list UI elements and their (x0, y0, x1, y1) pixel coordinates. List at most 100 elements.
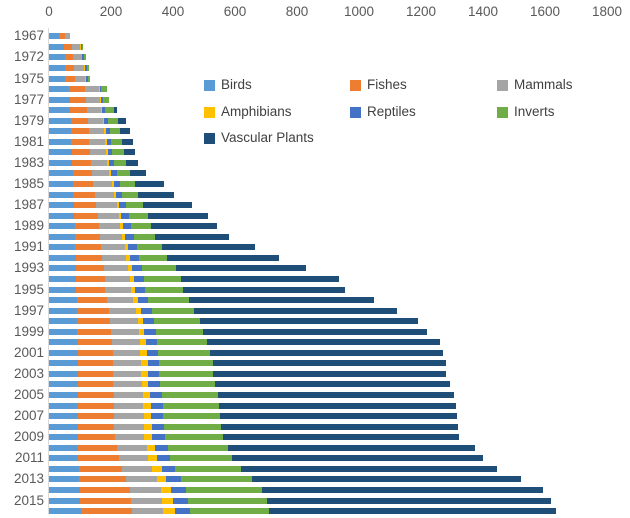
bar-2000 (49, 339, 441, 346)
bar-2003 (49, 370, 447, 377)
bar-segment-inverts (126, 202, 144, 209)
bar-segment-fishes (73, 181, 94, 187)
bar-segment-fishes (64, 54, 73, 61)
bar-1978 (49, 107, 117, 114)
bar-segment-inverts (82, 43, 84, 50)
bar-segment-fishes (78, 444, 118, 451)
bar-segment-mammals (74, 64, 85, 71)
bar-segment-birds (49, 286, 77, 293)
bar-segment-reptiles (141, 307, 153, 314)
bar-segment-fishes (76, 318, 111, 325)
bar-segment-amphibians (160, 486, 172, 493)
bar-segment-inverts (103, 96, 110, 103)
bar-segment-reptiles (102, 107, 106, 114)
bar-segment-inverts (109, 128, 121, 135)
bar-segment-vascular-plants (122, 138, 133, 145)
legend-label: Fishes (367, 77, 407, 92)
bar-segment-fishes (75, 254, 103, 261)
bar-segment-birds (49, 75, 66, 82)
bar-segment-reptiles (147, 370, 160, 377)
bar-segment-amphibians (81, 54, 83, 61)
bar-segment-amphibians (104, 128, 106, 135)
bar-segment-reptiles (147, 360, 160, 367)
bar-segment-amphibians (143, 413, 151, 420)
bar-segment-birds (49, 191, 74, 198)
bar-segment-inverts (164, 434, 223, 441)
bar-segment-birds (49, 307, 77, 314)
bar-segment-mammals (85, 86, 99, 93)
bar-2005 (49, 392, 454, 398)
bar-segment-birds (49, 181, 74, 187)
bar-segment-fishes (75, 265, 104, 272)
bar-1985 (49, 181, 164, 187)
bar-segment-mammals (129, 486, 161, 493)
y-axis-label: 2007 (13, 408, 44, 424)
bar-segment-mammals (102, 254, 127, 261)
bar-1988 (49, 212, 208, 219)
bar-segment-birds (49, 413, 78, 420)
bar-1994 (49, 275, 340, 282)
bar-segment-vascular-plants (219, 402, 457, 409)
bar-1979 (49, 117, 126, 124)
bar-segment-inverts (131, 223, 151, 230)
bar-segment-fishes (77, 434, 115, 441)
bar-segment-birds (49, 159, 72, 166)
legend-label: Inverts (514, 104, 555, 119)
bar-segment-vascular-plants (203, 328, 427, 335)
legend-swatch-icon (350, 79, 361, 91)
bar-segment-amphibians (130, 275, 134, 282)
bar-segment-mammals (114, 402, 144, 409)
bar-segment-vascular-plants (154, 233, 230, 240)
bar-segment-fishes (77, 413, 115, 420)
y-axis-label: 1967 (13, 28, 44, 44)
bar-2016 (49, 508, 557, 515)
bar-segment-mammals (94, 191, 114, 198)
bar-2009 (49, 434, 460, 441)
x-tick-label: 200 (99, 4, 123, 19)
bar-segment-mammals (122, 465, 153, 472)
bar-segment-amphibians (148, 455, 157, 462)
bar-2007 (49, 413, 457, 420)
y-axis-label: 2011 (14, 450, 44, 466)
x-tick-label: 1200 (405, 4, 437, 19)
bar-2001 (49, 349, 443, 356)
bar-segment-reptiles (142, 318, 155, 325)
bar-segment-fishes (69, 86, 86, 93)
bar-segment-birds (49, 43, 65, 50)
legend-item-fishes: Fishes (350, 78, 407, 92)
bar-1990 (49, 233, 230, 240)
bar-segment-vascular-plants (147, 212, 208, 219)
bar-segment-birds (49, 265, 76, 272)
bar-segment-amphibians (128, 265, 132, 272)
bar-segment-mammals (75, 75, 85, 82)
bar-segment-amphibians (120, 223, 124, 230)
bar-segment-inverts (84, 54, 86, 61)
bar-segment-inverts (186, 486, 263, 493)
bar-segment-inverts (157, 339, 208, 346)
x-tick-label: 800 (285, 4, 309, 19)
bar-segment-fishes (73, 191, 95, 198)
bar-segment-amphibians (146, 444, 155, 451)
legend-swatch-icon (204, 79, 215, 91)
bar-segment-vascular-plants (143, 202, 193, 209)
bar-segment-mammals (93, 181, 112, 187)
legend-item-amphibians: Amphibians (204, 105, 292, 119)
bar-segment-birds (49, 297, 77, 304)
bar-segment-birds (49, 486, 80, 493)
bar-segment-inverts (145, 286, 183, 293)
bar-1989 (49, 223, 217, 230)
y-axis-line (48, 28, 49, 514)
bar-segment-birds (49, 233, 76, 240)
bar-segment-reptiles (100, 96, 104, 103)
bar-segment-reptiles (99, 86, 102, 93)
bar-segment-vascular-plants (188, 297, 374, 304)
bar-segment-inverts (113, 159, 126, 166)
bar-segment-fishes (77, 381, 114, 388)
legend-swatch-icon (204, 132, 215, 144)
bar-segment-fishes (64, 43, 72, 50)
bar-segment-fishes (76, 297, 107, 304)
bar-segment-amphibians (162, 497, 173, 504)
bar-segment-reptiles (85, 75, 89, 82)
bar-segment-fishes (80, 508, 132, 515)
